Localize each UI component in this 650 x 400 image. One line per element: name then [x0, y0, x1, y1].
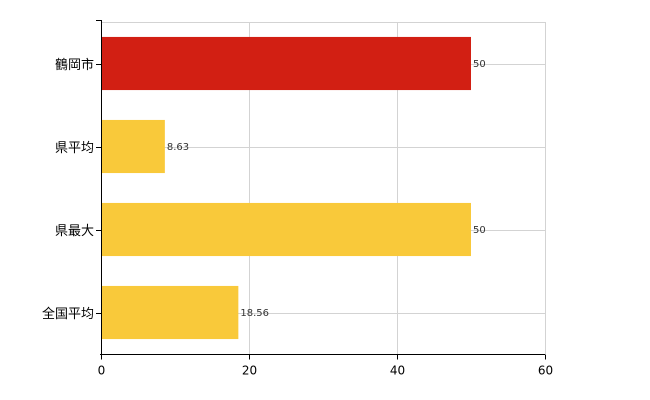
data-label-1: 8.63 [167, 142, 189, 153]
x-tick-label-3: 60 [538, 364, 553, 378]
x-tick-label-2: 40 [390, 364, 405, 378]
x-tick-label-0: 0 [98, 364, 106, 378]
bars-group [101, 36, 471, 340]
data-label-2: 50 [473, 225, 486, 236]
category-label-2: 県最大 [55, 224, 94, 239]
data-label-0: 50 [473, 59, 486, 70]
bar-1 [101, 119, 165, 174]
bar-2 [101, 202, 471, 257]
data-label-3: 18.56 [240, 308, 269, 319]
category-label-1: 県平均 [55, 141, 94, 156]
category-label-0: 鶴岡市 [55, 57, 94, 73]
x-tick-label-1: 20 [242, 364, 257, 378]
bar-0 [101, 36, 471, 91]
category-label-3: 全国平均 [42, 306, 94, 322]
bar-3 [101, 285, 239, 340]
axes-group [96, 20, 546, 360]
